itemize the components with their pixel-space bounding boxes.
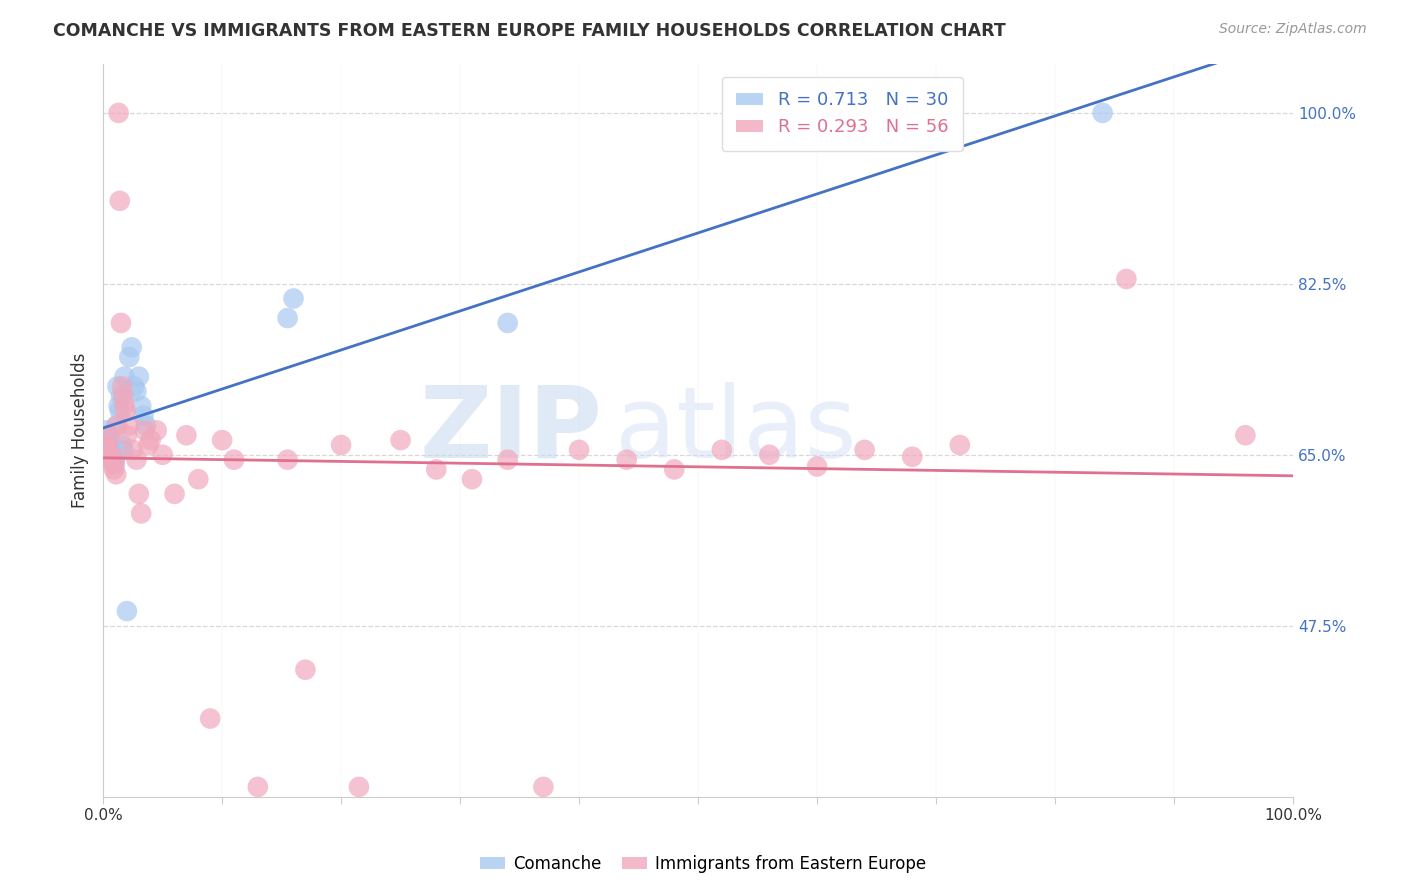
Point bbox=[94, 438, 117, 452]
Point bbox=[111, 438, 134, 452]
Text: Source: ZipAtlas.com: Source: ZipAtlas.com bbox=[1219, 22, 1367, 37]
Legend: Comanche, Immigrants from Eastern Europe: Comanche, Immigrants from Eastern Europe bbox=[474, 848, 932, 880]
Point bbox=[110, 389, 132, 403]
Point bbox=[664, 462, 686, 476]
Point bbox=[132, 409, 155, 423]
Point bbox=[129, 399, 152, 413]
Point bbox=[115, 428, 138, 442]
Point bbox=[853, 442, 876, 457]
Point bbox=[121, 340, 143, 354]
Point bbox=[97, 433, 120, 447]
Point bbox=[98, 438, 121, 452]
Point bbox=[425, 462, 447, 476]
Point bbox=[135, 418, 157, 433]
Point bbox=[98, 442, 121, 457]
Point bbox=[616, 452, 638, 467]
Point bbox=[103, 462, 125, 476]
Point bbox=[138, 438, 160, 452]
Point bbox=[108, 194, 131, 208]
Point bbox=[330, 438, 353, 452]
Point bbox=[152, 448, 174, 462]
Point bbox=[1091, 106, 1114, 120]
Point bbox=[211, 433, 233, 447]
Point bbox=[104, 458, 127, 472]
Point bbox=[111, 379, 134, 393]
Point bbox=[496, 452, 519, 467]
Point bbox=[114, 399, 136, 413]
Point bbox=[118, 418, 141, 433]
Point bbox=[107, 418, 129, 433]
Point bbox=[125, 384, 148, 399]
Point bbox=[949, 438, 972, 452]
Point bbox=[901, 450, 924, 464]
Point bbox=[94, 423, 117, 437]
Point bbox=[115, 604, 138, 618]
Point bbox=[118, 350, 141, 364]
Point bbox=[145, 423, 167, 437]
Point bbox=[129, 507, 152, 521]
Point bbox=[163, 487, 186, 501]
Point bbox=[100, 448, 122, 462]
Text: COMANCHE VS IMMIGRANTS FROM EASTERN EUROPE FAMILY HOUSEHOLDS CORRELATION CHART: COMANCHE VS IMMIGRANTS FROM EASTERN EURO… bbox=[53, 22, 1007, 40]
Point bbox=[461, 472, 484, 486]
Point bbox=[97, 438, 120, 452]
Point bbox=[222, 452, 245, 467]
Point bbox=[568, 442, 591, 457]
Point bbox=[139, 433, 162, 447]
Point bbox=[347, 780, 370, 794]
Point bbox=[128, 487, 150, 501]
Point bbox=[108, 404, 131, 418]
Point bbox=[277, 311, 299, 326]
Point bbox=[283, 292, 305, 306]
Point bbox=[101, 448, 124, 462]
Point bbox=[1234, 428, 1257, 442]
Point bbox=[176, 428, 198, 442]
Point bbox=[105, 467, 128, 482]
Point bbox=[104, 452, 127, 467]
Point bbox=[112, 442, 135, 457]
Point bbox=[806, 459, 828, 474]
Point bbox=[107, 399, 129, 413]
Point bbox=[101, 458, 124, 472]
Point bbox=[98, 428, 121, 442]
Y-axis label: Family Households: Family Households bbox=[72, 352, 89, 508]
Legend: R = 0.713   N = 30, R = 0.293   N = 56: R = 0.713 N = 30, R = 0.293 N = 56 bbox=[721, 77, 963, 151]
Point bbox=[128, 369, 150, 384]
Point bbox=[105, 418, 128, 433]
Point bbox=[103, 452, 125, 467]
Point bbox=[110, 316, 132, 330]
Point bbox=[98, 452, 121, 467]
Point bbox=[107, 379, 129, 393]
Point bbox=[277, 452, 299, 467]
Text: atlas: atlas bbox=[614, 382, 856, 479]
Point bbox=[114, 369, 136, 384]
Point bbox=[134, 423, 156, 437]
Point bbox=[496, 316, 519, 330]
Text: ZIP: ZIP bbox=[420, 382, 603, 479]
Point bbox=[294, 663, 316, 677]
Point bbox=[122, 379, 145, 393]
Point bbox=[100, 440, 122, 454]
Point bbox=[114, 404, 136, 418]
Point bbox=[389, 433, 412, 447]
Point bbox=[96, 428, 118, 442]
Point bbox=[187, 472, 209, 486]
Point bbox=[122, 442, 145, 457]
Point bbox=[96, 442, 118, 457]
Point bbox=[246, 780, 269, 794]
Point bbox=[1115, 272, 1137, 286]
Point bbox=[710, 442, 733, 457]
Point bbox=[200, 712, 222, 726]
Point bbox=[112, 389, 135, 403]
Point bbox=[531, 780, 554, 794]
Point bbox=[758, 448, 780, 462]
Point bbox=[107, 106, 129, 120]
Point bbox=[125, 452, 148, 467]
